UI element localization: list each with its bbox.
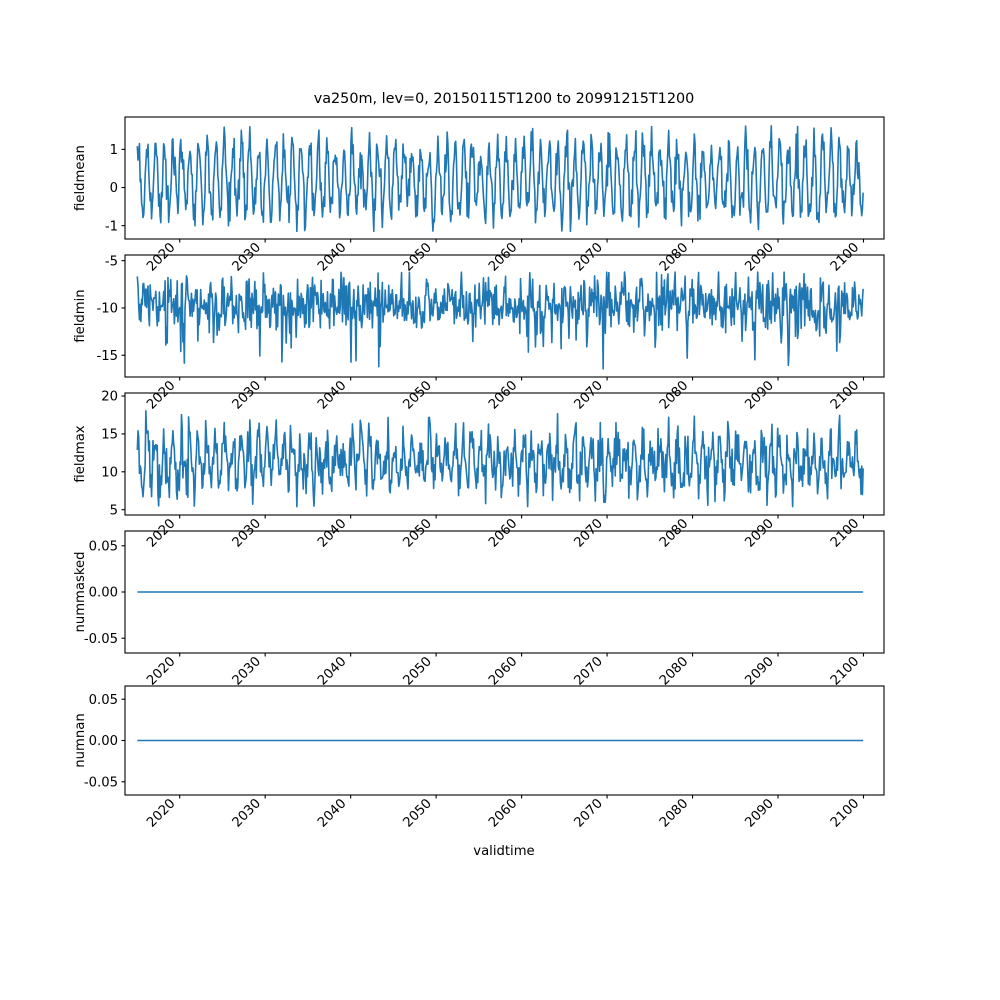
y-axis-label-numnan: numnan bbox=[73, 713, 88, 767]
y-tick-label: 0 bbox=[110, 181, 118, 196]
y-tick-label: -1 bbox=[105, 219, 118, 234]
y-tick-label: -15 bbox=[96, 349, 118, 364]
y-axis-label-fieldmin: fieldmin bbox=[73, 289, 88, 342]
y-tick-label: -10 bbox=[96, 302, 118, 317]
y-tick-label: 20 bbox=[101, 390, 118, 405]
y-tick-label: -0.05 bbox=[84, 632, 118, 647]
y-axis-label-fieldmax: fieldmax bbox=[73, 425, 88, 482]
axes-frame bbox=[124, 254, 885, 378]
axes-frame bbox=[124, 392, 885, 516]
data-series-fieldmax bbox=[136, 410, 864, 508]
data-series-fieldmin bbox=[136, 271, 864, 370]
y-axis-label-nummasked: nummasked bbox=[73, 551, 88, 632]
y-tick-label: 5 bbox=[110, 503, 118, 518]
y-tick-label: -5 bbox=[105, 254, 118, 269]
data-series-fieldmean bbox=[136, 125, 864, 233]
x-axis-label: validtime bbox=[473, 844, 534, 859]
figure-title: va250m, lev=0, 20150115T1200 to 20991215… bbox=[314, 91, 695, 107]
y-tick-label: 0.05 bbox=[89, 693, 118, 708]
y-tick-label: 0.00 bbox=[89, 586, 118, 601]
y-tick-label: 0.00 bbox=[89, 734, 118, 749]
y-tick-label: 15 bbox=[101, 428, 118, 443]
axes-frame bbox=[124, 116, 885, 240]
y-tick-label: -0.05 bbox=[84, 775, 118, 790]
y-tick-label: 10 bbox=[101, 465, 118, 480]
y-tick-label: 1 bbox=[110, 143, 118, 158]
y-axis-label-fieldmean: fieldmean bbox=[73, 145, 88, 211]
y-tick-label: 0.05 bbox=[89, 539, 118, 554]
